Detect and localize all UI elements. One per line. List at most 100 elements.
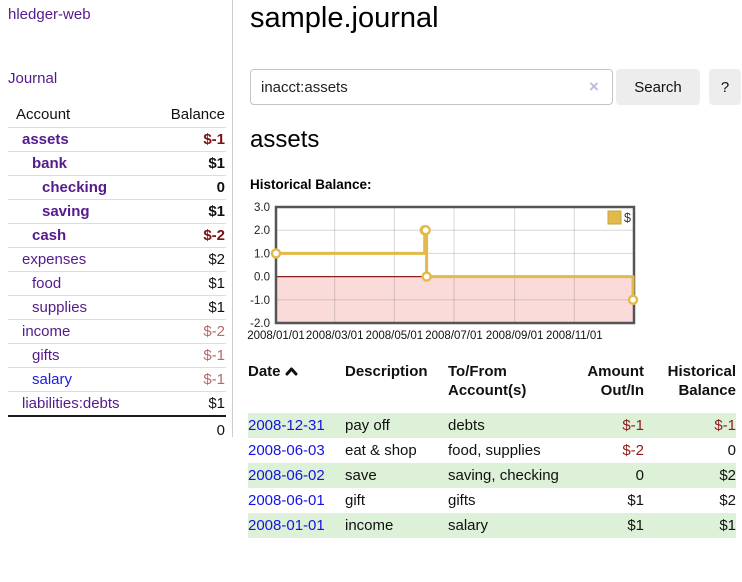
account-balance: $1 xyxy=(153,151,226,176)
svg-text:1.0: 1.0 xyxy=(254,248,270,260)
account-balance: $1 xyxy=(153,295,226,320)
account-link[interactable]: liabilities:debts xyxy=(22,395,120,412)
account-balance: $1 xyxy=(153,199,226,224)
txn-balance: $2 xyxy=(719,492,736,509)
txn-date-link[interactable]: 2008-01-01 xyxy=(248,517,325,534)
account-row-cash: cash $-2 xyxy=(8,223,226,248)
svg-text:2.0: 2.0 xyxy=(254,225,270,237)
account-row-liabilities-debts: liabilities:debts $1 xyxy=(8,391,226,416)
svg-text:3.0: 3.0 xyxy=(254,202,270,214)
account-heading: assets xyxy=(250,126,320,153)
account-link[interactable]: food xyxy=(32,275,62,292)
account-row-income: income $-2 xyxy=(8,319,226,344)
txn-balance: 0 xyxy=(727,442,736,459)
account-link[interactable]: assets xyxy=(22,131,69,148)
sort-asc-icon xyxy=(285,362,298,381)
account-link[interactable]: income xyxy=(22,323,71,340)
account-link[interactable]: salary xyxy=(32,371,73,388)
txn-date-link[interactable]: 2008-12-31 xyxy=(248,417,325,434)
txn-accounts: debts xyxy=(448,417,485,434)
txn-accounts: food, supplies xyxy=(448,442,541,459)
txn-balance: $2 xyxy=(719,467,736,484)
account-row-food: food $1 xyxy=(8,271,226,296)
account-balance: $1 xyxy=(153,391,226,416)
account-link[interactable]: gifts xyxy=(32,347,60,364)
register-row: 2008-01-01 income salary $1 $1 xyxy=(248,513,736,538)
svg-text:2008/11/01: 2008/11/01 xyxy=(546,330,603,342)
account-row-expenses: expenses $2 xyxy=(8,247,226,272)
account-link[interactable]: checking xyxy=(42,179,108,196)
account-balance: $-1 xyxy=(153,367,226,392)
txn-balance: $1 xyxy=(719,517,736,534)
account-row-salary: salary $-1 xyxy=(8,367,226,392)
account-link[interactable]: bank xyxy=(32,155,68,172)
register-row: 2008-06-03 eat & shop food, supplies $-2… xyxy=(248,438,736,463)
svg-text:2008/07/01: 2008/07/01 xyxy=(425,330,483,342)
accounts-col-account: Account xyxy=(16,106,71,123)
app-brand-link[interactable]: hledger-web xyxy=(8,6,91,23)
accounts-table: Account Balance assets $-1 bank $1 check… xyxy=(8,103,226,442)
txn-accounts: saving, checking xyxy=(448,467,559,484)
svg-text:-1.0: -1.0 xyxy=(250,295,270,307)
txn-balance: $-1 xyxy=(714,417,736,434)
chart-title: Historical Balance: xyxy=(250,177,372,192)
col-historical-balance: Historical Balance xyxy=(667,363,736,399)
search-input[interactable] xyxy=(250,69,613,105)
txn-amount: $1 xyxy=(627,492,644,509)
col-description: Description xyxy=(345,363,428,380)
txn-date-link[interactable]: 2008-06-02 xyxy=(248,467,325,484)
accounts-total-value: 0 xyxy=(153,415,226,442)
clear-search-icon[interactable]: × xyxy=(589,77,599,96)
account-row-gifts: gifts $-1 xyxy=(8,343,226,368)
txn-amount: $-1 xyxy=(622,417,644,434)
txn-amount: $1 xyxy=(627,517,644,534)
help-button[interactable]: ? xyxy=(709,69,741,105)
accounts-total-row: 0 xyxy=(8,415,226,442)
search-button[interactable]: Search xyxy=(616,69,700,105)
txn-description: income xyxy=(345,517,394,534)
account-balance: $-2 xyxy=(153,223,226,248)
svg-text:0.0: 0.0 xyxy=(254,272,270,284)
col-amount-outin: Amount Out/In xyxy=(587,363,644,399)
accounts-col-balance: Balance xyxy=(170,106,225,123)
account-row-saving: saving $1 xyxy=(8,199,226,224)
txn-description: eat & shop xyxy=(345,442,417,459)
account-balance: $1 xyxy=(153,271,226,296)
txn-description: gift xyxy=(345,492,366,509)
account-balance: $-2 xyxy=(153,319,226,344)
txn-accounts: gifts xyxy=(448,492,476,509)
svg-text:-2.0: -2.0 xyxy=(250,318,270,330)
account-balance: $-1 xyxy=(153,127,226,152)
txn-date-link[interactable]: 2008-06-01 xyxy=(248,492,325,509)
svg-text:2008/05/01: 2008/05/01 xyxy=(366,330,424,342)
col-date[interactable]: Date xyxy=(248,360,345,413)
account-link[interactable]: supplies xyxy=(32,299,88,316)
svg-text:2008/01/01: 2008/01/01 xyxy=(247,330,305,342)
page-title: sample.journal xyxy=(250,2,439,34)
register-row: 2008-06-02 save saving, checking 0 $2 xyxy=(248,463,736,488)
register-row: 2008-12-31 pay off debts $-1 $-1 xyxy=(248,413,736,438)
svg-text:2008/03/01: 2008/03/01 xyxy=(306,330,364,342)
account-balance: $2 xyxy=(153,247,226,272)
sidebar: hledger-web Journal Account Balance asse… xyxy=(0,0,233,442)
account-row-bank: bank $1 xyxy=(8,151,226,176)
sidebar-item-journal[interactable]: Journal xyxy=(8,70,58,87)
account-row-assets: assets $-1 xyxy=(8,127,226,152)
account-balance: 0 xyxy=(153,175,226,200)
txn-accounts: salary xyxy=(448,517,489,534)
register-table: Date Description To/From Account(s) Amou… xyxy=(248,360,736,538)
col-tofrom-accounts: To/From Account(s) xyxy=(448,363,527,399)
txn-amount: $-2 xyxy=(622,442,644,459)
account-link[interactable]: expenses xyxy=(22,251,87,268)
account-link[interactable]: cash xyxy=(32,227,67,244)
register-row: 2008-06-01 gift gifts $1 $2 xyxy=(248,488,736,513)
txn-amount: 0 xyxy=(635,467,644,484)
txn-description: pay off xyxy=(345,417,390,434)
txn-description: save xyxy=(345,467,377,484)
account-row-checking: checking 0 xyxy=(8,175,226,200)
txn-date-link[interactable]: 2008-06-03 xyxy=(248,442,325,459)
historical-balance-chart: $3.0 2.0 1.0 0.0 -1.0 -2.0 2008/01/01 2008/03/0… xyxy=(242,200,646,346)
svg-text:2008/09/01: 2008/09/01 xyxy=(486,330,544,342)
account-link[interactable]: saving xyxy=(42,203,90,220)
account-balance: $-1 xyxy=(153,343,226,368)
